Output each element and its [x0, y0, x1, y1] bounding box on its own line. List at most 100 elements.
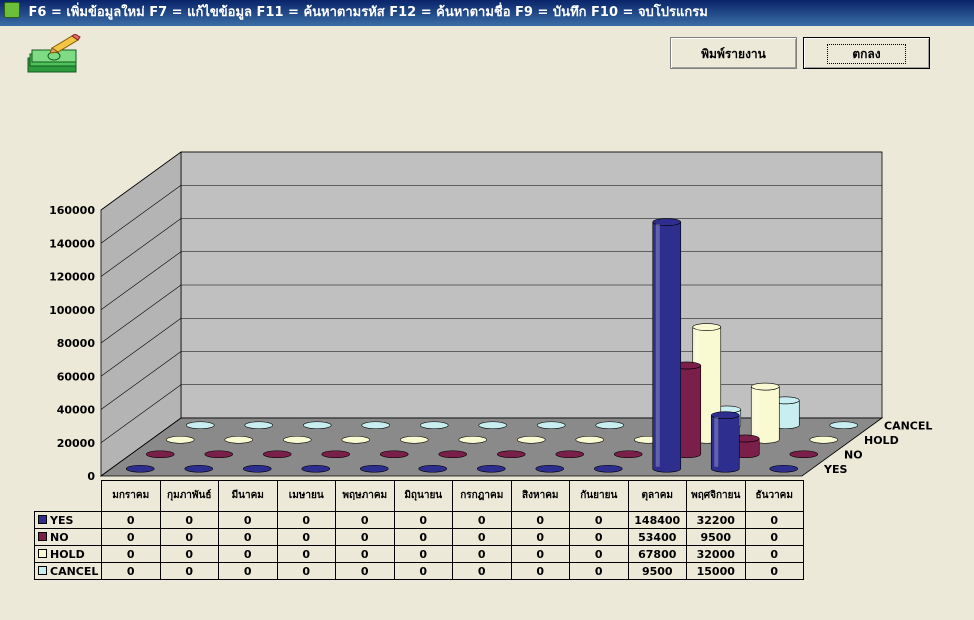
table-cell: 0	[744, 562, 804, 580]
series-label: HOLD	[34, 545, 102, 563]
table-cell: 0	[744, 528, 804, 546]
y-tick-label: 40000	[57, 404, 96, 417]
bar	[555, 450, 585, 459]
table-cell: 0	[218, 562, 278, 580]
bar	[575, 435, 605, 444]
table-cell: 0	[452, 528, 512, 546]
bar	[710, 411, 740, 473]
bar	[535, 464, 565, 473]
month-header: กันยายน	[569, 480, 629, 512]
table-cell: 0	[218, 545, 278, 563]
month-header: เมษายน	[276, 480, 336, 512]
legend-swatch-icon	[38, 531, 47, 541]
table-cell: 0	[101, 545, 161, 563]
table-cell: 0	[276, 562, 336, 580]
bar	[224, 435, 254, 444]
bar	[184, 464, 214, 473]
bar	[282, 435, 312, 444]
table-cell: 0	[335, 511, 395, 529]
month-header: ตุลาคม	[627, 480, 687, 512]
ok-button[interactable]: ตกลง	[803, 37, 930, 69]
series-name: NO	[50, 530, 69, 544]
bar	[262, 450, 292, 459]
table-row: CANCEL 0 0 0 0 0 0 0 0 0 9500 15000 0	[34, 562, 804, 580]
bar	[321, 450, 351, 459]
month-header: ธันวาคม	[744, 480, 804, 512]
table-cell: 0	[569, 545, 629, 563]
table-cell: 0	[510, 528, 570, 546]
table-row: YES 0 0 0 0 0 0 0 0 0 148400 32200 0	[34, 511, 804, 529]
table-cell: 0	[510, 545, 570, 563]
series-depth-label: YES	[823, 463, 847, 476]
bar	[750, 382, 780, 444]
table-cell: 0	[510, 511, 570, 529]
bar	[302, 421, 332, 430]
print-report-button[interactable]: พิมพ์รายงาน	[670, 37, 797, 69]
table-cell: 0	[335, 545, 395, 563]
bar	[185, 421, 215, 430]
month-header: มกราคม	[101, 480, 161, 512]
data-table: มกราคม กุมภาพันธ์ มีนาคม เมษายน พฤษภาคม มิถุน…	[34, 480, 804, 580]
table-cell: 15000	[686, 562, 746, 580]
bar	[379, 450, 409, 459]
table-cell: 9500	[686, 528, 746, 546]
table-cell: 0	[276, 545, 336, 563]
bar	[458, 435, 488, 444]
legend-swatch-icon	[38, 548, 47, 558]
bar	[244, 421, 274, 430]
series-depth-label: NO	[844, 448, 863, 461]
month-header: มีนาคม	[218, 480, 278, 512]
chart-gridlines	[100, 151, 882, 477]
bar	[809, 435, 839, 444]
table-cell: 32000	[686, 545, 746, 563]
bar	[536, 421, 566, 430]
legend-swatch-icon	[38, 514, 47, 524]
table-header-row: มกราคม กุมภาพันธ์ มีนาคม เมษายน พฤษภาคม มิถุน…	[35, 480, 804, 512]
table-cell: 0	[393, 562, 453, 580]
bar	[125, 464, 155, 473]
bar	[478, 421, 508, 430]
window-title: F6 = เพิ่มข้อมูลใหม่ F7 = แก้ไขข้อมูล F1…	[28, 5, 708, 20]
y-tick-label: 60000	[57, 370, 96, 383]
table-cell: 53400	[627, 528, 687, 546]
bar	[476, 464, 506, 473]
table-cell: 0	[159, 545, 219, 563]
table-cell: 0	[744, 511, 804, 529]
bar	[419, 421, 449, 430]
bar	[769, 464, 799, 473]
bar	[242, 464, 272, 473]
month-header: สิงหาคม	[510, 480, 570, 512]
bar	[341, 435, 371, 444]
ok-label: ตกลง	[827, 44, 906, 64]
bar	[516, 435, 546, 444]
table-cell: 0	[335, 528, 395, 546]
month-header: พฤษภาคม	[335, 480, 395, 512]
app-icon	[4, 2, 20, 18]
table-cell: 0	[101, 511, 161, 529]
table-cell: 0	[276, 528, 336, 546]
bar	[204, 450, 234, 459]
table-cell: 0	[744, 545, 804, 563]
y-tick-label: 80000	[57, 337, 96, 350]
table-cell: 0	[393, 528, 453, 546]
y-tick-label: 100000	[49, 304, 95, 317]
table-cell: 67800	[627, 545, 687, 563]
table-cell: 0	[159, 528, 219, 546]
y-tick-label: 20000	[57, 437, 96, 450]
month-header: กุมภาพันธ์	[159, 480, 219, 512]
month-header: กรกฎาคม	[452, 480, 512, 512]
bar	[496, 450, 526, 459]
bar	[361, 421, 391, 430]
bar	[438, 450, 468, 459]
app-logo-icon	[27, 34, 81, 73]
series-depth-label: CANCEL	[884, 419, 932, 432]
bar	[145, 450, 175, 459]
bar	[399, 435, 429, 444]
series-label: CANCEL	[34, 562, 102, 580]
legend-swatch-icon	[38, 565, 47, 575]
bar	[359, 464, 389, 473]
month-header: พฤศจิกายน	[686, 480, 746, 512]
y-tick-label: 0	[87, 470, 95, 483]
